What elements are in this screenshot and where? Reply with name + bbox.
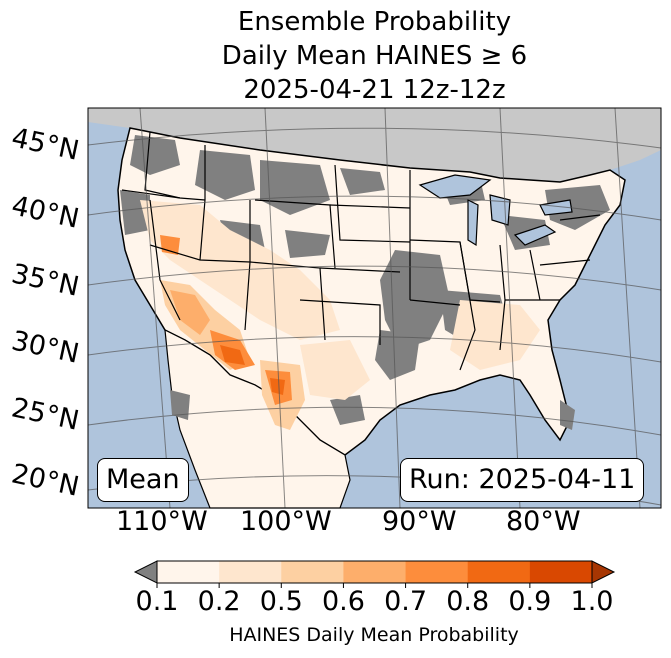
colorbar-over-arrow — [591, 560, 616, 584]
colorbar — [133, 560, 616, 588]
title-line-2: Daily Mean HAINES ≥ 6 — [221, 41, 528, 71]
lon-label-110: 110°W — [116, 506, 208, 537]
lon-label-90: 90°W — [382, 506, 457, 537]
canada-land — [88, 108, 661, 182]
colorbar-tick-label: 1.0 — [570, 586, 614, 617]
title-line-1: Ensemble Probability — [237, 7, 512, 37]
lon-label-80: 80°W — [506, 506, 581, 537]
colorbar-segment — [529, 561, 593, 583]
lon-label-100: 100°W — [240, 506, 332, 537]
colorbar-tick-label: 0.9 — [508, 586, 552, 617]
run-date-box: Run: 2025-04-11 — [400, 458, 645, 502]
colorbar-tick-label: 0.2 — [197, 586, 241, 617]
colorbar-tick-label: 0.5 — [259, 586, 303, 617]
map-frame — [87, 107, 662, 509]
colorbar-under-arrow — [133, 560, 158, 584]
mean-label-box: Mean — [97, 458, 189, 502]
colorbar-label: HAINES Daily Mean Probability — [229, 624, 519, 646]
colorbar-segment — [343, 561, 407, 583]
graticule — [87, 107, 662, 509]
colorbar-segment — [405, 561, 469, 583]
colorbar-segment — [467, 561, 531, 583]
colorbar-segment — [281, 561, 344, 583]
mexico-land — [164, 328, 351, 509]
colorbar-segment — [157, 561, 220, 583]
state-borders — [121, 131, 601, 371]
colorbar-tick-label: 0.8 — [446, 586, 490, 617]
colorbar-frame — [156, 560, 593, 584]
colorbar-tick-label: 0.6 — [321, 586, 365, 617]
colorbar-segment — [219, 561, 282, 583]
colorbar-tick-label: 0.7 — [384, 586, 428, 617]
title-line-3: 2025-04-21 12z-12z — [243, 75, 506, 105]
colorbar-tick-label: 0.1 — [135, 586, 179, 617]
